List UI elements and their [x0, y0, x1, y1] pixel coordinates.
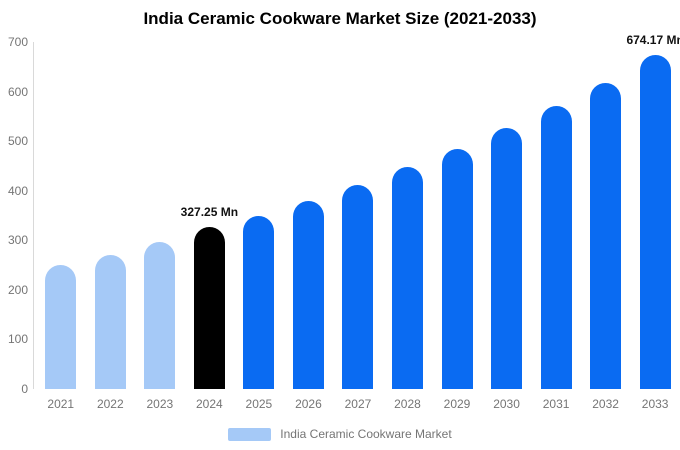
chart-title: India Ceramic Cookware Market Size (2021…	[143, 9, 537, 28]
bar-value-label-2024: 327.25 Mn	[180, 204, 239, 219]
x-axis-label-2029: 2029	[443, 397, 471, 411]
x-axis-label-2024: 2024	[196, 397, 223, 411]
y-tick-label-100: 100	[7, 332, 28, 347]
y-tick-label-0: 0	[21, 382, 28, 396]
y-tick-label-700: 700	[7, 35, 28, 49]
bar-2026[interactable]	[292, 201, 324, 389]
bar-2022[interactable]	[94, 254, 126, 389]
bar-slot-2022: 2022	[86, 42, 136, 411]
bar-2032[interactable]	[590, 83, 622, 389]
bar-2029[interactable]	[441, 148, 473, 389]
x-axis-label-2031: 2031	[542, 397, 570, 411]
bar-slot-2021: 2021	[36, 42, 86, 411]
bar-slot-2031: 2031	[531, 42, 581, 411]
bar-slot-2030: 2030	[482, 42, 532, 411]
bar-slot-2029: 2029	[432, 42, 482, 411]
x-axis-label-2023: 2023	[146, 397, 174, 411]
x-axis-label-2027: 2027	[344, 397, 372, 411]
x-axis-label-2032: 2032	[592, 397, 619, 411]
x-axis-label-2021: 2021	[47, 397, 75, 411]
bar-value-label-2033: 674.17 Mn	[626, 32, 680, 47]
legend-item[interactable]: India Ceramic Cookware Market	[0, 427, 680, 441]
bar-slot-2027: 2027	[333, 42, 383, 411]
bar-2030[interactable]	[491, 127, 523, 389]
x-axis-label-2026: 2026	[295, 397, 322, 411]
plot-area: 2021 2022 2023 327.25 Mn 2024 2025 2026 2027 202…	[36, 33, 680, 411]
y-axis: 0 100 200 300 400 500 600 700	[0, 35, 28, 396]
bar-2028[interactable]	[391, 167, 423, 389]
y-tick-label-500: 500	[7, 134, 28, 149]
x-axis-label-2028: 2028	[394, 397, 421, 411]
y-tick-label-600: 600	[7, 84, 28, 99]
y-tick-label-200: 200	[7, 282, 28, 297]
x-axis-label-2030: 2030	[493, 397, 520, 411]
bar-slot-2032: 2032	[581, 42, 631, 411]
bar-2021[interactable]	[45, 265, 77, 389]
bar-slot-2025: 2025	[234, 42, 284, 411]
x-axis-label-2025: 2025	[245, 397, 273, 411]
legend-swatch	[228, 427, 272, 441]
bar-2023[interactable]	[144, 242, 176, 389]
bar-slot-2033: 674.17 Mn 2033	[626, 33, 680, 411]
bar-2024[interactable]	[193, 226, 225, 389]
x-axis-label-2033: 2033	[641, 397, 669, 411]
bar-slot-2023: 2023	[135, 42, 185, 411]
bar-2025[interactable]	[243, 216, 275, 389]
bar-slot-2024: 327.25 Mn 2024	[181, 42, 238, 411]
legend-label: India Ceramic Cookware Market	[280, 427, 452, 441]
bar-slot-2028: 2028	[383, 42, 433, 411]
y-axis-line	[33, 42, 34, 389]
bar-2031[interactable]	[540, 106, 572, 389]
bar-2027[interactable]	[342, 184, 374, 389]
bar-slot-2026: 2026	[284, 42, 334, 411]
y-tick-label-300: 300	[7, 233, 28, 248]
y-tick-label-400: 400	[7, 183, 28, 198]
x-axis-label-2022: 2022	[96, 397, 124, 411]
bar-2033[interactable]	[639, 54, 671, 389]
